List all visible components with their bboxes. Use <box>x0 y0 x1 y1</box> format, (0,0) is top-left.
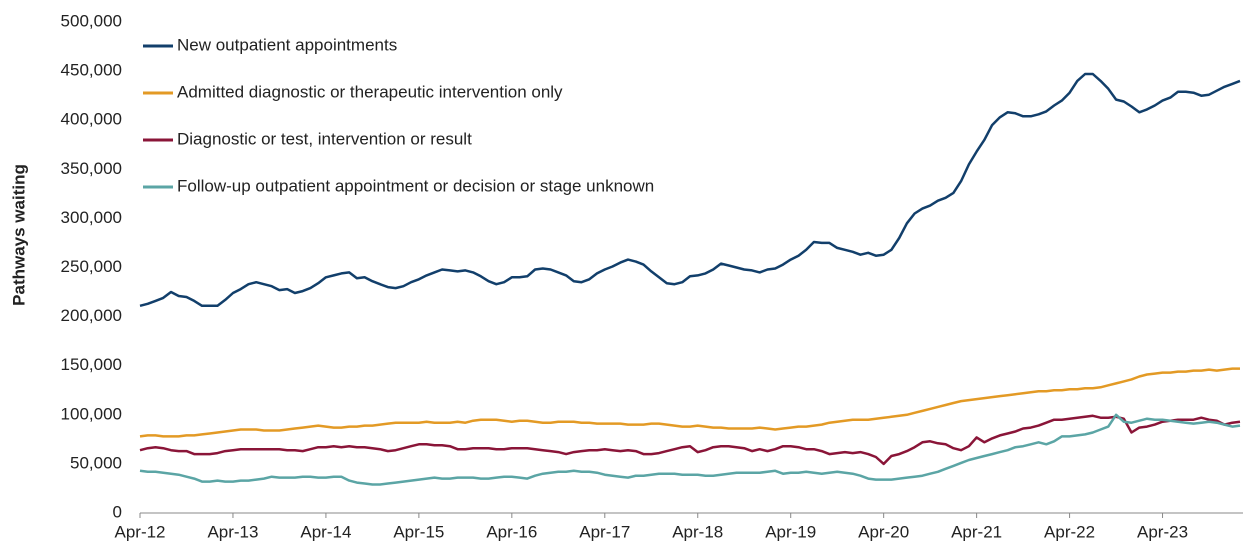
y-tick-label: 150,000 <box>61 355 122 374</box>
x-tick-label: Apr-12 <box>114 522 165 541</box>
y-tick-label: 400,000 <box>61 110 122 129</box>
x-tick-label: Apr-19 <box>765 522 816 541</box>
x-tick-label: Apr-23 <box>1137 522 1188 541</box>
y-tick-label: 450,000 <box>61 61 122 80</box>
legend-label: Follow-up outpatient appointment or deci… <box>177 176 654 195</box>
y-tick-label: 200,000 <box>61 306 122 325</box>
series-line <box>139 72 1241 308</box>
x-tick-label: Apr-21 <box>951 522 1002 541</box>
x-tick-label: Apr-18 <box>672 522 723 541</box>
y-axis-label: Pathways waiting <box>9 164 28 306</box>
y-tick-label: 100,000 <box>61 404 122 423</box>
x-tick-label: Apr-20 <box>858 522 909 541</box>
y-tick-label: 50,000 <box>70 453 122 472</box>
legend-label: Admitted diagnostic or therapeutic inter… <box>177 82 563 101</box>
series-line <box>139 367 1240 438</box>
legend-label: Diagnostic or test, intervention or resu… <box>177 129 472 148</box>
x-tick-label: Apr-17 <box>579 522 630 541</box>
x-tick-label: Apr-14 <box>300 522 351 541</box>
x-tick-label: Apr-13 <box>207 522 258 541</box>
y-tick-label: 300,000 <box>61 208 122 227</box>
legend-label: New outpatient appointments <box>177 35 397 54</box>
series-line <box>139 413 1241 486</box>
x-tick-label: Apr-22 <box>1044 522 1095 541</box>
series-line <box>139 414 1241 466</box>
y-tick-label: 250,000 <box>61 257 122 276</box>
x-tick-label: Apr-16 <box>486 522 537 541</box>
x-tick-label: Apr-15 <box>393 522 444 541</box>
y-tick-label: 0 <box>113 502 122 521</box>
y-tick-label: 500,000 <box>61 11 122 30</box>
y-tick-label: 350,000 <box>61 159 122 178</box>
